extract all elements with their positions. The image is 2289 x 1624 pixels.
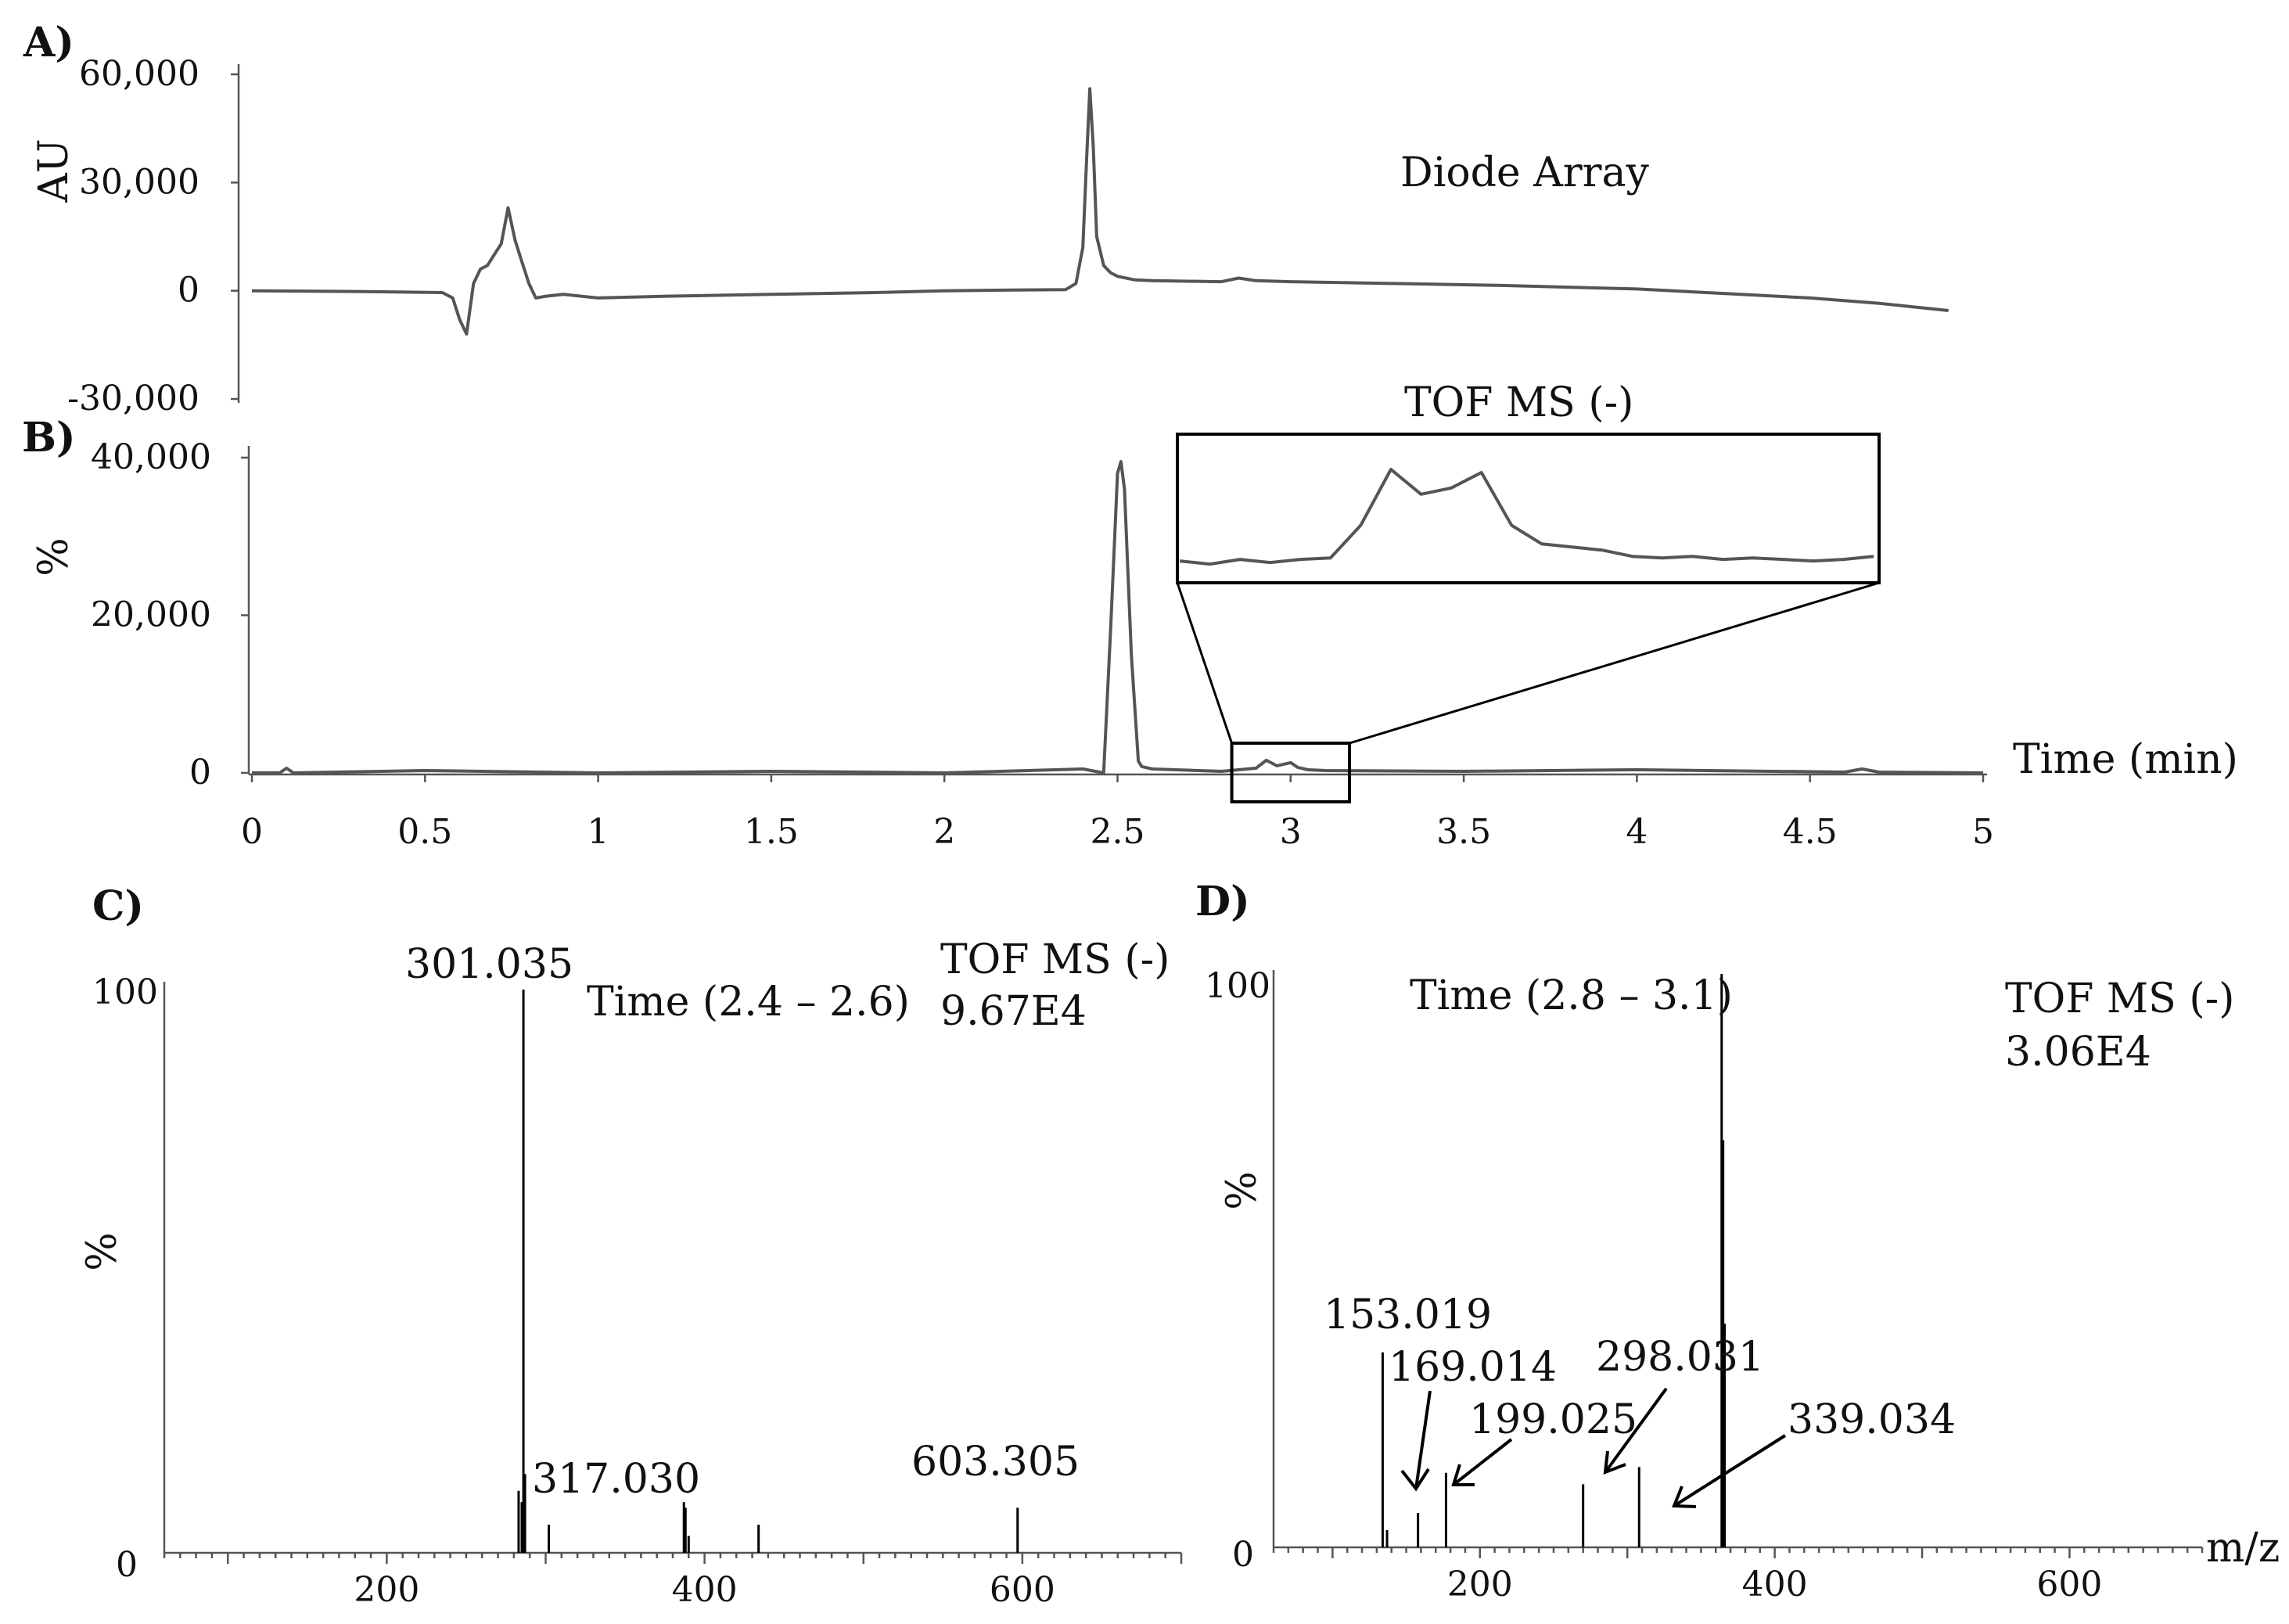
panel-c-mode-label: TOF MS (-) bbox=[940, 936, 1170, 983]
arrow-298 bbox=[1603, 1387, 1668, 1475]
panel-b-xtick-label: 1.5 bbox=[744, 812, 799, 852]
panel-c-intensity-label: 9.67E4 bbox=[940, 988, 1087, 1035]
panel-a-y-label: AU bbox=[31, 138, 77, 203]
peak-label-199: 199.025 bbox=[1469, 1396, 1637, 1443]
panel-c-y-label: % bbox=[79, 1232, 126, 1270]
panel-d-peaks bbox=[1381, 974, 1727, 1547]
panel-c-ytick-0: 0 bbox=[116, 1545, 138, 1585]
panel-b-xtick-label: 4 bbox=[1626, 812, 1648, 852]
peak-label-317: 317.030 bbox=[532, 1456, 700, 1503]
peak-label-603: 603.305 bbox=[911, 1439, 1080, 1486]
panel-b-ytick-label: 20,000 bbox=[91, 595, 211, 635]
zoom-window-box bbox=[1230, 742, 1352, 803]
panel-a: 60,000 30,000 0 -30,000 AU Diode Array bbox=[31, 54, 1949, 419]
panel-b-y-label: % bbox=[31, 537, 77, 576]
inset-connector-left bbox=[1176, 582, 1233, 744]
panel-label-d: D) bbox=[1195, 878, 1250, 925]
panel-d-intensity-label: 3.06E4 bbox=[2005, 1029, 2151, 1076]
panel-label-a: A) bbox=[23, 19, 74, 66]
peak-label-339: 339.034 bbox=[1788, 1396, 1956, 1443]
panel-c-ytick-100: 100 bbox=[92, 972, 158, 1012]
panel-b-xtick-label: 3.5 bbox=[1436, 812, 1491, 852]
panel-d-time-label: Time (2.8 – 3.1) bbox=[1410, 972, 1733, 1019]
panel-d-ytick-0: 0 bbox=[1232, 1535, 1254, 1575]
panel-b-ytick-label: 40,000 bbox=[91, 437, 211, 477]
inset-box bbox=[1176, 433, 1881, 584]
xtick-label: 600 bbox=[2036, 1565, 2102, 1604]
arrow-169 bbox=[1400, 1390, 1432, 1492]
panel-c-peaks bbox=[517, 990, 1019, 1553]
panel-a-ytick-label: 60,000 bbox=[79, 54, 199, 94]
panel-b-y-ticks: 40,000 20,000 0 bbox=[91, 437, 249, 792]
panel-b-ytick-label: 0 bbox=[189, 753, 211, 792]
panel-d-y-label: % bbox=[1219, 1171, 1266, 1209]
panel-b-xtick-label: 5 bbox=[1972, 812, 1994, 852]
panel-b-xtick-label: 2 bbox=[933, 812, 955, 852]
panel-d-ytick-100: 100 bbox=[1205, 966, 1270, 1006]
arrow-339 bbox=[1672, 1434, 1787, 1508]
panel-c: 100 0 % 200 400 600 Time (2.4 – 2.6) TOF M… bbox=[79, 936, 1183, 1610]
xtick-label: 200 bbox=[1447, 1565, 1513, 1604]
panel-b: 40,000 20,000 0 0 0.5 1 1.5 2 2.5 3 3.5 4 4.5 5 % TO… bbox=[31, 379, 2238, 852]
panel-label-b: B) bbox=[22, 414, 76, 462]
panel-b-xtick-label: 0 bbox=[241, 812, 263, 852]
panel-b-xtick-label: 3 bbox=[1280, 812, 1302, 852]
peak-label-298: 298.031 bbox=[1596, 1334, 1764, 1381]
inset-trace bbox=[1179, 468, 1874, 566]
peak-label-169: 169.014 bbox=[1389, 1344, 1557, 1391]
panel-a-ytick-label: 0 bbox=[178, 271, 199, 311]
panel-d-x-label: m/z bbox=[2206, 1525, 2280, 1572]
peak-label-301: 301.035 bbox=[405, 941, 573, 988]
panel-a-y-ticks: 60,000 30,000 0 -30,000 bbox=[67, 54, 239, 419]
panel-a-ytick-label: 30,000 bbox=[79, 162, 199, 202]
arrow-199 bbox=[1451, 1438, 1513, 1486]
panel-a-series-label: Diode Array bbox=[1400, 149, 1649, 196]
panel-a-ytick-label: -30,000 bbox=[67, 379, 199, 419]
panel-b-xtick-label: 0.5 bbox=[397, 812, 452, 852]
panel-label-c: C) bbox=[92, 882, 144, 930]
panel-d: 100 0 % m/z 200 400 600 Time (2.8 – 3.1) T… bbox=[1205, 966, 2280, 1604]
peak-label-153: 153.019 bbox=[1324, 1292, 1492, 1338]
xtick-label: 600 bbox=[990, 1570, 1055, 1610]
panel-d-x-ticks: 200 400 600 bbox=[1272, 1547, 2204, 1604]
panel-a-trace bbox=[251, 87, 1949, 336]
panel-b-x-ticks: 0 0.5 1 1.5 2 2.5 3 3.5 4 4.5 5 bbox=[241, 774, 1994, 852]
panel-c-x-ticks: 200 400 600 bbox=[163, 1553, 1183, 1610]
xtick-label: 400 bbox=[672, 1570, 738, 1610]
panel-b-xtick-label: 2.5 bbox=[1091, 812, 1145, 852]
panel-b-xtick-label: 4.5 bbox=[1783, 812, 1838, 852]
panel-b-xtick-label: 1 bbox=[588, 812, 609, 852]
xtick-label: 400 bbox=[1742, 1565, 1808, 1604]
panel-c-time-label: Time (2.4 – 2.6) bbox=[587, 979, 910, 1026]
inset-connector-right bbox=[1349, 581, 1880, 745]
panel-b-trace bbox=[252, 460, 1984, 774]
panel-b-series-label: TOF MS (-) bbox=[1404, 379, 1633, 426]
panel-b-x-label: Time (min) bbox=[2013, 736, 2238, 783]
xtick-label: 200 bbox=[354, 1570, 419, 1610]
panel-d-mode-label: TOF MS (-) bbox=[2005, 975, 2234, 1022]
